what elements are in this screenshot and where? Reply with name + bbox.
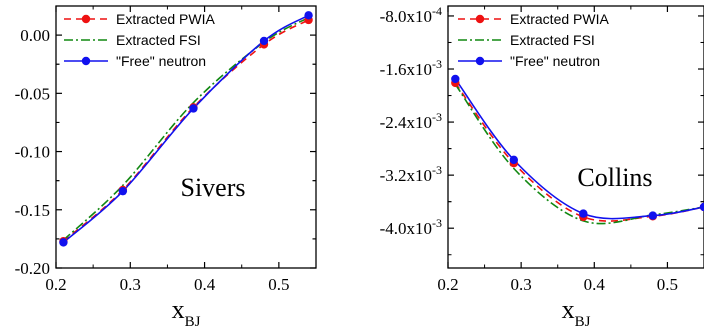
y-tick-label: -0.05 <box>15 84 50 103</box>
data-point <box>509 155 519 165</box>
legend-label: Extracted FSI <box>116 32 201 48</box>
y-tick-mantissa: -4.0x10 <box>380 219 432 238</box>
data-point <box>699 202 704 212</box>
data-point <box>451 74 460 84</box>
x-axis-label-sub: BJ <box>575 314 591 330</box>
data-point <box>648 211 657 220</box>
y-tick-label: -2.4x10-3 <box>380 110 442 132</box>
legend-marker <box>81 14 91 24</box>
x-tick-label: 0.2 <box>45 275 66 294</box>
data-point <box>59 238 68 247</box>
series-line-extracted-pwia <box>454 82 704 222</box>
x-tick-label: 0.3 <box>120 275 141 294</box>
x-tick-label: 0.3 <box>511 275 532 294</box>
y-tick-label: 0.00 <box>20 26 50 45</box>
data-point <box>189 104 198 113</box>
x-axis-label: xBJ <box>172 295 201 330</box>
y-tick-mantissa: -3.2x10 <box>380 166 432 185</box>
legend-marker <box>81 56 91 66</box>
y-tick-exponent: -3 <box>432 110 442 124</box>
x-tick-label: 0.5 <box>657 275 678 294</box>
panel-annotation: Sivers <box>181 173 246 202</box>
y-tick-mantissa: -8.0x10 <box>380 7 432 26</box>
y-tick-label: -0.15 <box>15 201 50 220</box>
x-axis-label-main: x <box>562 295 575 324</box>
series-line-free-neutron <box>62 14 309 243</box>
y-tick-exponent: -3 <box>432 163 442 177</box>
plot-frame <box>447 5 704 269</box>
legend-marker <box>475 14 485 24</box>
y-tick-label: -0.10 <box>15 143 50 162</box>
panel-annotation: Collins <box>577 163 652 192</box>
y-tick-label: -8.0x10-4 <box>380 4 442 26</box>
x-axis-label-sub: BJ <box>185 314 201 330</box>
sivers-panel: 0.2 0.3 0.4 0.5 0.00 -0.05 -0.10 -0.15 -0.20 xBJ E… <box>15 5 317 330</box>
x-tick-label: 0.4 <box>584 275 606 294</box>
plot-frame <box>55 5 317 269</box>
data-point <box>579 209 588 218</box>
x-tick-label: 0.2 <box>437 275 458 294</box>
x-tick-label: 0.5 <box>268 275 289 294</box>
data-point <box>304 11 313 20</box>
legend-label: "Free" neutron <box>116 53 206 69</box>
x-axis-label: xBJ <box>562 295 591 330</box>
legend-label: Extracted FSI <box>510 32 595 48</box>
y-tick-label: -1.6x10-3 <box>380 57 442 79</box>
series-line-free-neutron <box>454 78 704 220</box>
x-tick-label: 0.4 <box>194 275 216 294</box>
y-tick-mantissa: -2.4x10 <box>380 113 432 132</box>
legend-marker <box>475 56 485 66</box>
legend-label: Extracted PWIA <box>116 11 215 27</box>
x-axis-label-main: x <box>172 295 185 324</box>
y-tick-exponent: -3 <box>432 216 442 230</box>
y-tick-exponent: -3 <box>432 57 442 71</box>
y-tick-label: -4.0x10-3 <box>380 216 442 238</box>
series-line-extracted-fsi <box>454 83 704 225</box>
data-point <box>118 186 128 196</box>
collins-panel: 0.2 0.3 0.4 0.5-8.0x10-4-1.6x10-3-2.4x10-3-… <box>380 4 704 330</box>
y-tick-label: -0.20 <box>15 259 50 278</box>
data-point <box>259 36 269 46</box>
series-line-extracted-pwia <box>62 19 309 242</box>
y-tick-mantissa: -1.6x10 <box>380 60 432 79</box>
y-tick-label: -3.2x10-3 <box>380 163 442 185</box>
legend-label: Extracted PWIA <box>510 11 609 27</box>
y-tick-exponent: -4 <box>432 4 442 18</box>
legend-label: "Free" neutron <box>510 53 600 69</box>
series-line-extracted-fsi <box>62 16 309 241</box>
